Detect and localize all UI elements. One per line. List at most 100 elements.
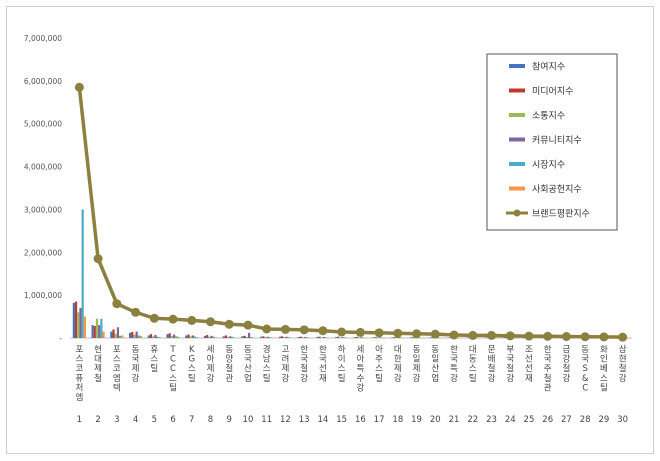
bar-23-s1 <box>484 337 488 339</box>
legend-label-5: 시장지수 <box>532 160 565 171</box>
x-label-rank-16: 16 <box>355 415 366 425</box>
bar-3-s4 <box>116 327 120 338</box>
x-label-rank-21: 21 <box>449 415 460 425</box>
x-label-rank-14: 14 <box>317 415 328 425</box>
reputation-point-29 <box>599 332 609 342</box>
reputation-point-3 <box>112 299 122 309</box>
bar-14-s4 <box>322 336 326 338</box>
bar-8-s3 <box>208 336 211 338</box>
bar-18-s1 <box>391 337 394 338</box>
bar-4-s5 <box>137 335 140 338</box>
reputation-point-22 <box>468 330 478 340</box>
legend-label-1: 참여지수 <box>532 61 565 73</box>
x-label-rank-30: 30 <box>617 415 628 425</box>
x-label-rank-25: 25 <box>524 415 535 425</box>
bar-4-s2 <box>131 332 134 338</box>
legend-box <box>486 53 618 231</box>
legend-swatch-3 <box>509 113 525 117</box>
bar-9-s2 <box>224 335 228 338</box>
x-label-rank-1: 1 <box>77 415 82 425</box>
bar-11-s6 <box>271 337 274 339</box>
reputation-point-28 <box>580 332 590 342</box>
bar-2-s5 <box>100 318 103 338</box>
bar-18-s2 <box>393 337 396 338</box>
bar-15-s4 <box>341 337 344 338</box>
bar-22-s6 <box>477 337 480 339</box>
bar-10-s4 <box>247 332 251 338</box>
bar-23-s6 <box>495 337 499 339</box>
bar-1-s4 <box>79 308 82 338</box>
bar-9-s1 <box>222 336 225 338</box>
y-tick-label: 3,000,000 <box>24 205 62 214</box>
x-label-rank-5: 5 <box>152 415 157 425</box>
bar-8-s6 <box>214 337 218 338</box>
bar-17-s3 <box>376 337 380 339</box>
bar-14-s3 <box>320 337 323 338</box>
x-label-rank-29: 29 <box>598 415 609 425</box>
bar-10-s2 <box>243 335 246 338</box>
reputation-point-11 <box>262 324 272 334</box>
bar-15-s2 <box>337 336 340 338</box>
bar-10-s6 <box>252 337 255 338</box>
legend-swatch-4 <box>509 137 525 142</box>
reputation-point-5 <box>149 313 159 323</box>
bar-9-s5 <box>231 336 234 338</box>
reputation-point-1 <box>74 82 84 92</box>
bar-14-s2 <box>318 336 321 338</box>
bar-11-s2 <box>262 336 265 338</box>
bar-11-s3 <box>264 337 267 338</box>
bar-3-s2 <box>112 329 115 338</box>
reputation-point-8 <box>206 317 215 327</box>
y-axis: - 1,000,000 2,000,000 3,000,000 4,000,000 5,0… <box>24 34 62 343</box>
bar-9-s3 <box>227 336 230 338</box>
bar-20-s6 <box>439 337 442 339</box>
bar-2-s6 <box>102 331 105 338</box>
bar-11-s4 <box>266 336 269 338</box>
reputation-point-2 <box>93 254 103 264</box>
bar-2-s4 <box>98 325 101 338</box>
bar-4-s3 <box>133 334 136 338</box>
reputation-point-18 <box>393 328 403 338</box>
bar-3-s5 <box>119 335 122 338</box>
reputation-point-10 <box>243 320 253 330</box>
reputation-point-12 <box>280 324 290 334</box>
bar-18-s4 <box>397 337 401 338</box>
reputation-point-20 <box>430 329 440 339</box>
reputation-line <box>74 82 628 342</box>
y-tick-label: 4,000,000 <box>24 163 62 172</box>
bar-19-s2 <box>412 337 415 338</box>
x-label-rank-9: 9 <box>227 415 232 425</box>
bar-13-s1 <box>297 336 300 338</box>
bar-5-s2 <box>149 334 153 338</box>
bar-11-s5 <box>268 337 272 338</box>
reputation-point-27 <box>561 332 571 341</box>
reputation-point-26 <box>543 331 553 341</box>
x-label-rank-18: 18 <box>392 415 403 425</box>
reputation-point-13 <box>299 325 309 335</box>
bar-16-s6 <box>364 337 367 339</box>
bar-2-s1 <box>91 325 94 338</box>
legend-swatch-5 <box>509 162 525 166</box>
bar-10-s1 <box>241 336 244 338</box>
x-label-rank-3: 3 <box>114 415 119 425</box>
bar-13-s5 <box>306 337 309 338</box>
bar-16-s5 <box>362 337 365 338</box>
bar-16-s2 <box>355 336 359 338</box>
legend-line-marker <box>513 209 521 217</box>
reputation-point-17 <box>374 328 384 338</box>
bar-8-s5 <box>212 336 215 338</box>
bar-4-s6 <box>139 335 143 338</box>
bar-8-s2 <box>206 335 209 338</box>
bar-19-s5 <box>418 337 421 339</box>
